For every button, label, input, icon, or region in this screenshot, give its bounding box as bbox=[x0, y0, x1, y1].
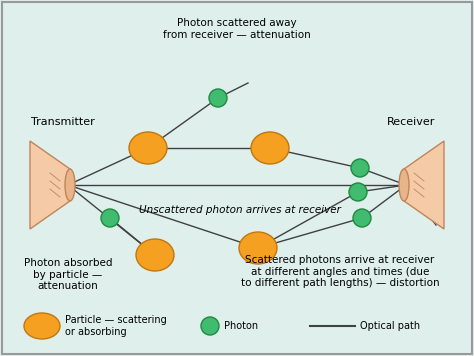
Ellipse shape bbox=[239, 232, 277, 264]
Ellipse shape bbox=[251, 132, 289, 164]
Ellipse shape bbox=[24, 313, 60, 339]
Circle shape bbox=[201, 317, 219, 335]
Text: Transmitter: Transmitter bbox=[31, 117, 95, 127]
Text: Photon absorbed
by particle —
attenuation: Photon absorbed by particle — attenuatio… bbox=[24, 258, 112, 291]
Text: Photon scattered away
from receiver — attenuation: Photon scattered away from receiver — at… bbox=[163, 18, 311, 40]
Ellipse shape bbox=[136, 239, 174, 271]
Circle shape bbox=[209, 89, 227, 107]
Circle shape bbox=[101, 209, 119, 227]
Text: Receiver: Receiver bbox=[387, 117, 435, 127]
Text: Particle — scattering
or absorbing: Particle — scattering or absorbing bbox=[65, 315, 167, 337]
Circle shape bbox=[349, 183, 367, 201]
Text: Photon: Photon bbox=[224, 321, 258, 331]
Circle shape bbox=[353, 209, 371, 227]
Text: Unscattered photon arrives at receiver: Unscattered photon arrives at receiver bbox=[139, 205, 341, 215]
Polygon shape bbox=[30, 141, 70, 229]
Ellipse shape bbox=[129, 132, 167, 164]
Polygon shape bbox=[404, 141, 444, 229]
Circle shape bbox=[351, 159, 369, 177]
Text: Scattered photons arrive at receiver
at different angles and times (due
to diffe: Scattered photons arrive at receiver at … bbox=[241, 255, 439, 288]
Text: Optical path: Optical path bbox=[360, 321, 420, 331]
Ellipse shape bbox=[399, 169, 409, 201]
Ellipse shape bbox=[65, 169, 75, 201]
